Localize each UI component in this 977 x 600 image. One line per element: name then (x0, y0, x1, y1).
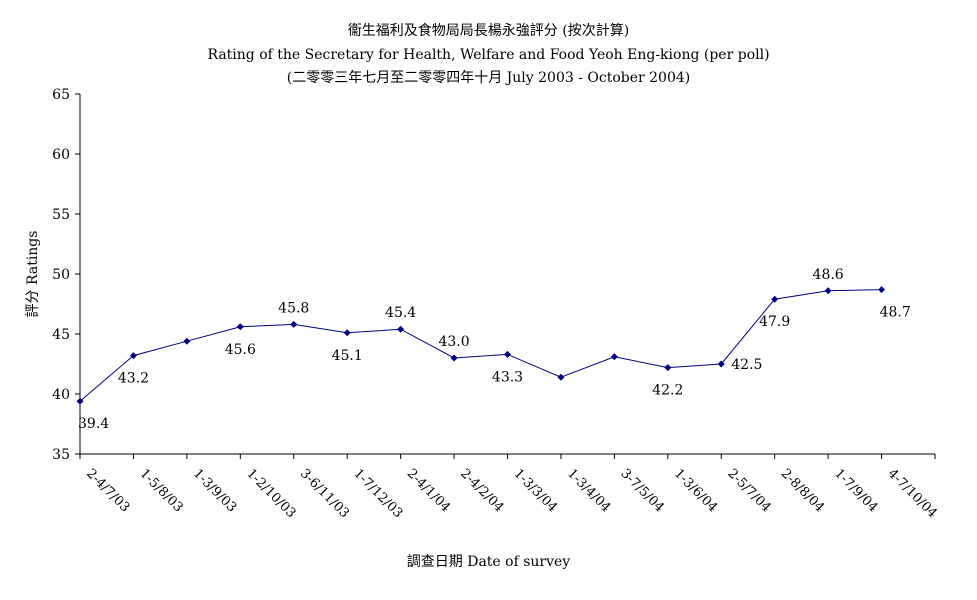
y-tick-label: 50 (52, 267, 70, 283)
data-point (343, 329, 351, 337)
x-tick-label: 3-7/5/04 (618, 466, 667, 515)
data-label: 42.5 (731, 357, 762, 373)
data-point (878, 286, 886, 294)
data-point (129, 352, 137, 360)
data-point (450, 354, 458, 362)
data-point (717, 360, 725, 368)
data-label: 47.9 (759, 314, 790, 330)
x-tick-label: 2-4/1/04 (404, 466, 453, 515)
y-tick-label: 55 (52, 207, 70, 223)
data-point (664, 364, 672, 372)
data-point (504, 350, 511, 358)
x-tick-label: 1-3/4/04 (564, 466, 613, 515)
chart-title: 衞生福利及食物局局長楊永強評分 (按次計算) (347, 23, 630, 39)
y-tick-label: 65 (52, 87, 70, 103)
chart-subtitle-dates: (二零零三年七月至二零零四年十月 July 2003 - October 200… (286, 70, 691, 86)
data-label: 45.6 (225, 342, 256, 358)
y-tick-label: 60 (52, 147, 70, 163)
data-point (236, 323, 244, 331)
x-tick-label: 3-6/11/03 (297, 466, 352, 521)
y-tick-label: 45 (52, 327, 70, 343)
x-tick-label: 2-5/7/04 (724, 466, 773, 515)
data-label: 45.4 (385, 305, 416, 321)
data-point (557, 373, 565, 381)
x-tick-label: 1-2/10/03 (243, 466, 298, 521)
y-tick-label: 40 (52, 387, 70, 403)
data-label: 48.6 (813, 267, 844, 283)
x-tick-label: 2-4/7/03 (83, 466, 132, 515)
data-point (290, 320, 298, 328)
chart-subtitle: Rating of the Secretary for Health, Welf… (207, 47, 770, 63)
x-tick-label: 1-7/9/04 (831, 466, 880, 515)
y-tick-label: 35 (52, 447, 70, 463)
data-point (610, 353, 618, 361)
data-label: 39.4 (78, 416, 109, 432)
data-label: 45.8 (278, 300, 309, 316)
x-tick-label: 1-7/12/03 (350, 466, 405, 521)
y-axis-label: 評分 Ratings (25, 230, 41, 318)
data-label: 45.1 (332, 348, 363, 364)
data-label: 43.3 (492, 369, 523, 385)
x-tick-label: 1-3/6/04 (671, 466, 720, 515)
data-label: 42.2 (652, 383, 683, 399)
x-tick-label: 2-4/2/04 (457, 466, 506, 515)
data-label: 43.0 (438, 334, 469, 350)
data-point (397, 325, 405, 333)
data-point (76, 397, 84, 405)
x-tick-label: 4-7/10/04 (885, 466, 940, 521)
x-tick-label: 1-3/9/03 (190, 466, 239, 515)
x-tick-label: 1-5/8/03 (137, 466, 186, 515)
data-label: 43.2 (118, 371, 149, 387)
x-axis-label: 調查日期 Date of survey (406, 554, 571, 570)
data-point (183, 337, 191, 345)
data-label: 48.7 (880, 305, 911, 321)
x-tick-label: 2-8/8/04 (778, 466, 827, 515)
data-point (824, 287, 832, 295)
series-line (79, 289, 882, 402)
x-tick-label: 1-3/3/04 (511, 466, 560, 515)
data-point (771, 295, 779, 303)
